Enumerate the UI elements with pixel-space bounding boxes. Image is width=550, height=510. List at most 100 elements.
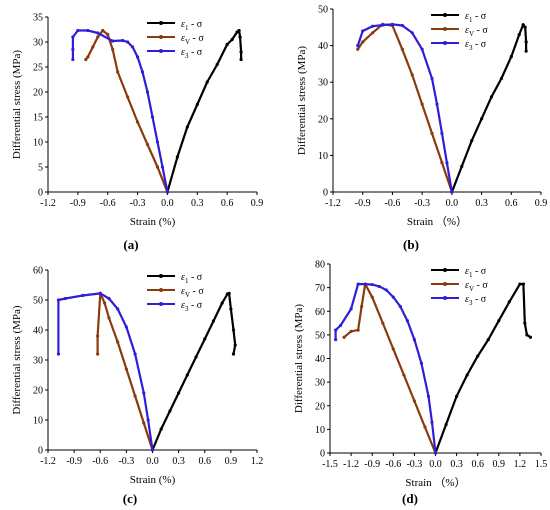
data-point: [356, 44, 360, 48]
x-tick-label: 0.0: [446, 198, 459, 209]
x-tick-label: 0.0: [161, 198, 174, 209]
data-point: [116, 307, 120, 311]
chart-panel-3: -1.2 -0.9 -0.6 -0.3 0.0 0.3 0.6 0.9 1.2 0 10 20 30 40…: [11, 266, 263, 507]
data-point: [360, 304, 364, 309]
legend-entry-3: ε3 - σ: [181, 300, 203, 313]
x-tick-label: 0.9: [225, 456, 238, 467]
data-point: [412, 338, 416, 342]
data-point: [96, 35, 100, 39]
data-point: [211, 319, 216, 323]
legend-entry-3: ε3 - σ: [465, 39, 487, 52]
data-point: [71, 57, 75, 62]
data-point: [220, 301, 224, 305]
data-point: [470, 139, 474, 143]
legend-entry-2: εV - σ: [465, 280, 488, 293]
data-point: [116, 70, 120, 74]
legend: ε1 - σεV - σε3 - σ: [431, 11, 488, 52]
x-tick-label: -0.3: [414, 198, 430, 209]
x-tick-label: -1.2: [325, 198, 341, 209]
y-axis-label: Differential stress (MPa): [293, 304, 305, 413]
data-point: [124, 325, 128, 329]
y-tick-label: 40: [33, 326, 43, 337]
x-tick-label: 0.6: [199, 456, 212, 467]
data-point: [155, 140, 160, 144]
data-point: [334, 338, 338, 342]
data-point: [524, 40, 528, 44]
legend-entry-2: εV - σ: [465, 25, 488, 38]
legend-entry-1: ε1 - σ: [181, 272, 203, 285]
data-point: [356, 328, 360, 332]
y-tick-label: 50: [33, 296, 43, 307]
data-point: [101, 28, 105, 33]
data-point: [381, 321, 385, 325]
series-line-1: [450, 23, 528, 193]
data-point: [124, 367, 128, 371]
y-tick-label: 80: [315, 260, 325, 271]
data-point: [126, 95, 130, 99]
data-point: [135, 55, 140, 59]
data-point: [239, 57, 243, 62]
data-point: [402, 373, 406, 377]
data-point: [356, 282, 360, 286]
x-tick-label: -0.9: [355, 198, 371, 209]
x-tick-label: -0.9: [70, 198, 86, 209]
data-point: [91, 45, 95, 49]
y-tick-label: 0: [320, 449, 325, 460]
y-tick-label: 20: [315, 401, 325, 412]
data-point: [384, 288, 388, 292]
x-tick-label: 0.0: [146, 456, 159, 467]
data-point: [371, 24, 375, 28]
data-point: [96, 334, 100, 338]
data-point: [146, 418, 150, 422]
data-point: [76, 28, 80, 33]
data-point: [107, 316, 111, 320]
data-point: [165, 190, 170, 194]
data-point: [398, 304, 402, 309]
x-tick-label: -0.6: [100, 198, 116, 209]
y-tick-label: 10: [33, 416, 43, 427]
x-axis-label: Strain （%）: [407, 215, 467, 228]
data-point: [233, 343, 237, 347]
data-point: [160, 165, 165, 169]
data-point: [444, 423, 448, 427]
y-tick-label: 70: [315, 283, 325, 294]
series-line-3: [71, 29, 169, 193]
legend-entry-1: ε1 - σ: [181, 19, 203, 32]
series-line-2: [96, 292, 154, 451]
data-point: [460, 164, 464, 168]
data-point: [334, 328, 338, 332]
data-point: [433, 451, 438, 455]
legend-marker: [159, 49, 163, 53]
x-tick-label: 0.3: [172, 456, 185, 467]
legend-marker: [159, 274, 163, 278]
legend: ε1 - σεV - σε3 - σ: [431, 266, 488, 307]
data-point: [476, 354, 480, 358]
data-point: [479, 117, 484, 121]
panel-label: (b): [403, 237, 419, 252]
data-point: [377, 284, 381, 289]
panel-label: (d): [402, 491, 418, 506]
y-tick-label: 60: [315, 307, 325, 318]
data-point: [142, 421, 146, 425]
legend-marker: [443, 41, 447, 45]
data-point: [423, 425, 427, 429]
data-point: [390, 22, 395, 26]
x-tick-label: -1.2: [40, 456, 56, 467]
data-point: [440, 161, 444, 165]
series-line-1: [166, 29, 243, 193]
legend: ε1 - σεV - σε3 - σ: [147, 272, 204, 313]
legend-marker: [159, 288, 163, 292]
data-point: [349, 329, 353, 333]
series-line-3: [57, 292, 154, 451]
data-point: [412, 399, 416, 403]
data-point: [150, 448, 155, 452]
data-point: [517, 33, 521, 37]
y-tick-label: 10: [318, 151, 328, 162]
data-point: [231, 328, 236, 332]
y-tick-label: 35: [33, 13, 43, 24]
data-point: [150, 115, 155, 119]
data-point: [107, 296, 111, 301]
data-point: [237, 28, 241, 33]
data-point: [225, 42, 229, 47]
data-point: [523, 321, 527, 325]
